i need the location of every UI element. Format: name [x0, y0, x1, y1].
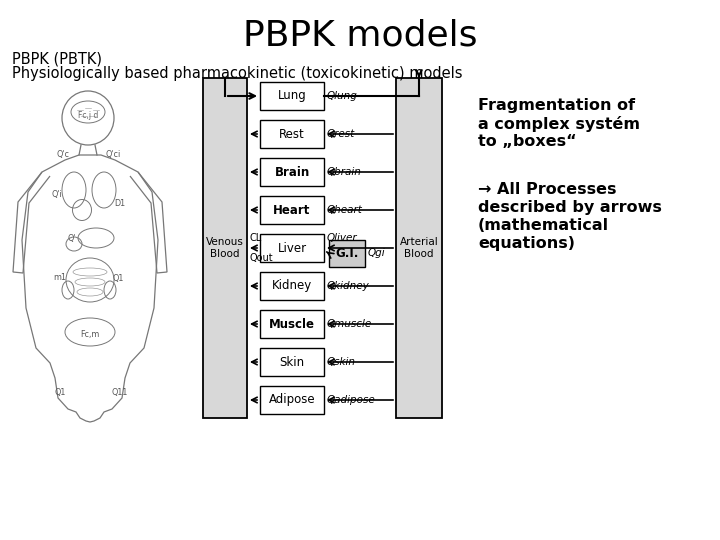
FancyBboxPatch shape	[329, 240, 365, 267]
Text: (mathematical: (mathematical	[478, 218, 609, 233]
Text: Physiologically based pharmacokinetic (toxicokinetic) models: Physiologically based pharmacokinetic (t…	[12, 66, 462, 81]
Text: Qmuscle: Qmuscle	[327, 319, 372, 329]
Text: Qliver: Qliver	[327, 233, 358, 243]
Text: CL: CL	[249, 233, 261, 243]
Text: Lung: Lung	[278, 90, 307, 103]
Text: Qrest: Qrest	[327, 129, 355, 139]
FancyBboxPatch shape	[260, 82, 324, 110]
Text: a complex systém: a complex systém	[478, 116, 640, 132]
Text: Q'i: Q'i	[52, 190, 63, 199]
FancyBboxPatch shape	[203, 78, 247, 418]
FancyBboxPatch shape	[260, 272, 324, 300]
FancyBboxPatch shape	[260, 310, 324, 338]
Text: G.I.: G.I.	[336, 247, 359, 260]
Text: Venous
Blood: Venous Blood	[206, 237, 244, 259]
Text: Rest: Rest	[279, 127, 305, 140]
Text: Qout: Qout	[249, 253, 273, 263]
FancyBboxPatch shape	[260, 386, 324, 414]
FancyBboxPatch shape	[260, 120, 324, 148]
Text: Muscle: Muscle	[269, 318, 315, 330]
Text: Q1: Q1	[112, 273, 124, 282]
Text: Q11: Q11	[112, 388, 128, 396]
FancyBboxPatch shape	[260, 158, 324, 186]
Text: Skin: Skin	[279, 355, 305, 368]
Text: Q1: Q1	[54, 388, 66, 396]
FancyBboxPatch shape	[260, 234, 324, 262]
FancyBboxPatch shape	[260, 196, 324, 224]
Text: equations): equations)	[478, 236, 575, 251]
Text: D1: D1	[114, 199, 125, 207]
Text: Qskin: Qskin	[327, 357, 356, 367]
Text: Qbrain: Qbrain	[327, 167, 362, 177]
Text: Q'c: Q'c	[56, 150, 70, 159]
Text: m1: m1	[53, 273, 66, 282]
Text: Q'ci: Q'ci	[105, 150, 121, 159]
Text: Adipose: Adipose	[269, 394, 315, 407]
Text: Qadipose: Qadipose	[327, 395, 376, 405]
FancyBboxPatch shape	[260, 348, 324, 376]
FancyBboxPatch shape	[396, 78, 442, 418]
Text: Brain: Brain	[274, 165, 310, 179]
Text: PBPK models: PBPK models	[243, 18, 477, 52]
Text: Heart: Heart	[274, 204, 311, 217]
Text: described by arrows: described by arrows	[478, 200, 662, 215]
Text: → All Processes: → All Processes	[478, 182, 616, 197]
Text: to „boxes“: to „boxes“	[478, 134, 577, 149]
Text: Q': Q'	[68, 233, 76, 242]
Text: Qheart: Qheart	[327, 205, 363, 215]
Text: Liver: Liver	[277, 241, 307, 254]
Text: PBPK (PBTK): PBPK (PBTK)	[12, 51, 102, 66]
Text: Qkidney: Qkidney	[327, 281, 370, 291]
Text: Qgi: Qgi	[368, 248, 386, 259]
Text: Fragmentation of: Fragmentation of	[478, 98, 635, 113]
Text: Arterial
Blood: Arterial Blood	[400, 237, 438, 259]
Text: Fc,j d: Fc,j d	[78, 111, 98, 120]
Text: Kidney: Kidney	[272, 280, 312, 293]
Text: Qlung: Qlung	[327, 91, 358, 101]
Text: Fc,m: Fc,m	[81, 330, 99, 340]
